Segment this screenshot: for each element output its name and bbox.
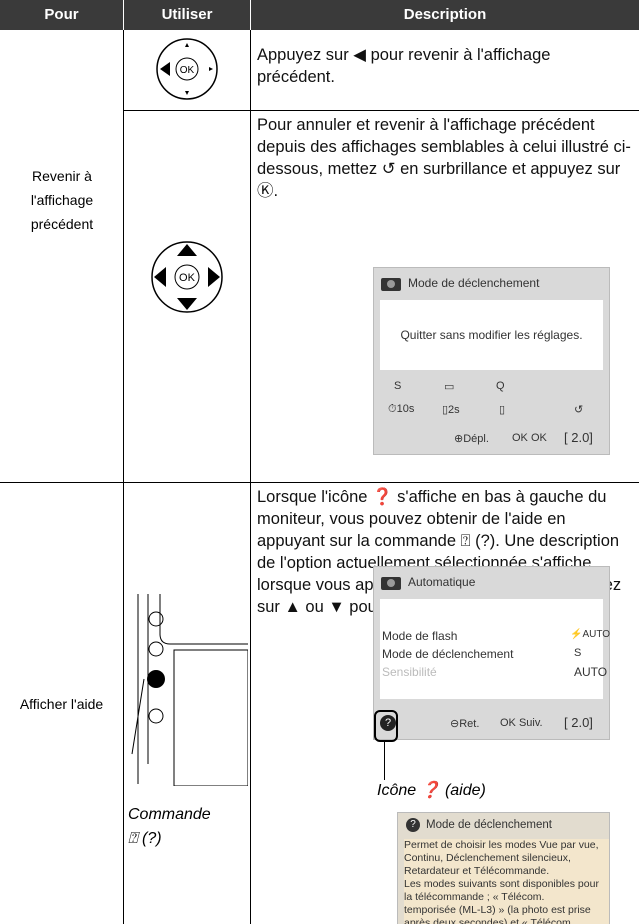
footer: ⊖Ret. — [450, 718, 480, 730]
pour-cell: Afficher l'aide — [19, 696, 104, 712]
callout-frame — [374, 710, 398, 742]
help-icon: ? — [406, 818, 420, 832]
border — [0, 482, 639, 483]
setting: Mode de flash — [382, 629, 458, 643]
camera-screen: Automatique Mode de flash ⚡AUTO Mode de … — [373, 566, 610, 740]
caption: ⍰ (?) — [128, 830, 162, 847]
setting: Sensibilité — [382, 665, 437, 679]
camera-icon — [381, 577, 401, 590]
camera-screen: Mode de déclenchement Quitter sans modif… — [373, 267, 610, 455]
help-icon: ? — [380, 715, 396, 731]
camera-icon — [381, 278, 401, 291]
svg-text:OK: OK — [180, 65, 195, 76]
icon: ⏱10s — [388, 403, 415, 415]
border — [250, 30, 251, 924]
footer: ⊕Dépl. — [454, 433, 489, 445]
icon: Q — [496, 380, 505, 392]
screen-body — [380, 599, 603, 699]
help-line: Continu, Déclenchement silencieux, — [404, 852, 571, 864]
footer: OK Suiv. — [500, 717, 543, 729]
help-line: Permet de choisir les modes Vue par vue, — [404, 839, 599, 851]
screen-title: Automatique — [408, 575, 476, 589]
border — [123, 30, 124, 924]
callout: Icône ❓ (aide) — [377, 782, 486, 799]
help-line: Les modes suivants sont disponibles pour — [404, 878, 599, 890]
icon: ▯ — [499, 404, 506, 416]
screen-title: Mode de déclenchement — [426, 819, 552, 831]
help-line: Retardateur et Télécommande. — [404, 865, 550, 877]
screen-message: Quitter sans modifier les réglages. — [400, 328, 583, 342]
screen-title: Mode de déclenchement — [408, 276, 540, 290]
help-screen: ? Mode de déclenchement Permet de choisi… — [397, 812, 610, 924]
caption: Commande — [128, 806, 211, 823]
setting-value: ⚡AUTO — [570, 629, 611, 640]
multi-selector-icon: OK — [156, 38, 218, 100]
icon: ↺ — [574, 404, 584, 416]
header: Description — [251, 0, 639, 30]
pour-cell: Revenir à l'affichage précédent — [30, 168, 94, 232]
setting: Mode de déclenchement — [382, 647, 514, 661]
icon: ▯2s — [442, 404, 460, 416]
border — [124, 110, 639, 111]
help-text: Permet de choisir les modes Vue par vue,… — [404, 839, 609, 924]
icon: S — [394, 380, 402, 392]
help-line: après deux secondes) et « Télécom. — [404, 917, 574, 924]
help-line: temporisée (ML-L3) » (la photo est prise — [404, 904, 591, 916]
screen-body — [380, 300, 603, 370]
header: Utiliser — [124, 0, 250, 30]
icon: ▭ — [444, 381, 455, 393]
callout-line — [384, 740, 385, 780]
multi-selector-icon: OK — [151, 241, 223, 313]
help-line: la télécommande ; « Télécom. — [404, 891, 545, 903]
footer: OK OK — [512, 432, 547, 444]
description: Pour annuler et revenir à l'affichage pr… — [257, 116, 631, 200]
svg-text:OK: OK — [179, 272, 196, 284]
setting-value: AUTO — [574, 665, 608, 679]
setting-value: S — [574, 647, 582, 659]
description: Appuyez sur ◀ pour revenir à l'affichage… — [257, 46, 551, 86]
camera-back-drawing — [131, 594, 248, 786]
footer: [ 2.0] — [564, 715, 593, 730]
footer: [ 2.0] — [564, 430, 593, 445]
header: Pour — [0, 0, 123, 30]
